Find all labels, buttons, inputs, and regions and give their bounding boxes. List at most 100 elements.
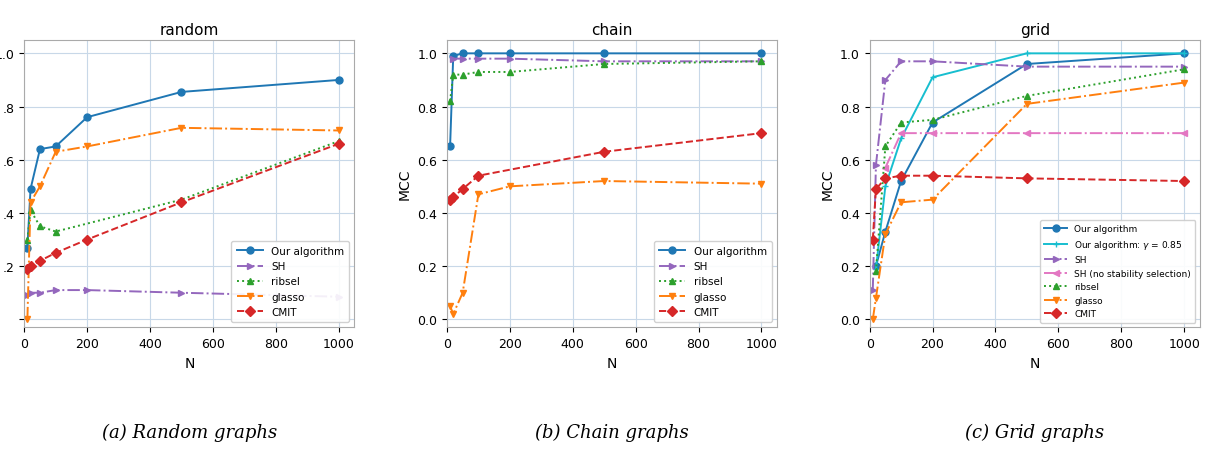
glasso (1019, 102, 1034, 107)
CMIT (865, 238, 880, 243)
SH (879, 78, 893, 84)
glasso (48, 150, 63, 155)
Line: glasso: glasso (446, 178, 765, 318)
ribsel (869, 269, 884, 274)
Our algorithm (456, 51, 470, 57)
ribsel (331, 139, 345, 145)
CMIT (23, 264, 38, 269)
SH (no stability selection) (1177, 131, 1191, 136)
Our algorithm: $\gamma$ = 0.85: (100, 0.68): $\gamma$ = 0.85: (100, 0.68) (893, 136, 908, 142)
Our algorithm: $\gamma$ = 0.85: (50, 0.5): $\gamma$ = 0.85: (50, 0.5) (879, 184, 893, 190)
SH (1177, 65, 1191, 70)
ribsel (879, 144, 893, 150)
glasso (1177, 81, 1191, 86)
Our algorithm (446, 54, 461, 60)
CMIT (175, 200, 189, 206)
Our algorithm (48, 144, 63, 150)
X-axis label: N: N (607, 356, 617, 370)
X-axis label: N: N (184, 356, 195, 370)
Line: CMIT: CMIT (446, 131, 765, 204)
ribsel (598, 62, 612, 68)
glasso (446, 312, 461, 317)
ribsel (456, 73, 470, 78)
CMIT (1177, 179, 1191, 184)
SH (80, 288, 95, 293)
Our algorithm: $\gamma$ = 0.85: (500, 1): $\gamma$ = 0.85: (500, 1) (1019, 51, 1034, 57)
CMIT (21, 267, 35, 272)
SH (925, 60, 939, 65)
Our algorithm (331, 78, 345, 84)
Our algorithm (879, 229, 893, 235)
CMIT (879, 176, 893, 182)
CMIT (1019, 176, 1034, 182)
SH (503, 57, 518, 62)
SH (456, 57, 470, 62)
glasso (471, 192, 486, 197)
Line: glasso: glasso (24, 125, 342, 323)
Our algorithm (1177, 51, 1191, 57)
Line: Our algorithm: $\gamma$ = 0.85: Our algorithm: $\gamma$ = 0.85 (873, 51, 1188, 273)
Title: chain: chain (591, 24, 633, 38)
SH (1019, 65, 1034, 70)
glasso (442, 303, 457, 309)
glasso (865, 317, 880, 322)
ribsel (1019, 94, 1034, 100)
SH (869, 163, 884, 168)
glasso (456, 290, 470, 296)
Our algorithm (80, 115, 95, 121)
Our algorithm (33, 147, 47, 152)
SH (446, 57, 461, 62)
CMIT (869, 187, 884, 192)
SH (893, 60, 908, 65)
SH (471, 57, 486, 62)
Line: Our algorithm: Our algorithm (24, 77, 342, 252)
glasso (879, 232, 893, 238)
ribsel (21, 238, 35, 243)
glasso (754, 182, 768, 187)
Our algorithm (23, 187, 38, 192)
CMIT (471, 174, 486, 179)
Legend: Our algorithm, SH, ribsel, glasso, CMIT: Our algorithm, SH, ribsel, glasso, CMIT (231, 241, 349, 323)
Line: CMIT: CMIT (24, 141, 342, 273)
Our algorithm (893, 179, 908, 184)
Legend: Our algorithm, SH, ribsel, glasso, CMIT: Our algorithm, SH, ribsel, glasso, CMIT (654, 241, 772, 323)
Our algorithm (471, 51, 486, 57)
CMIT (456, 187, 470, 192)
glasso (503, 184, 518, 190)
Text: (b) Chain graphs: (b) Chain graphs (536, 423, 688, 441)
Line: ribsel: ribsel (446, 59, 765, 106)
ribsel (471, 70, 486, 76)
ribsel (175, 197, 189, 203)
glasso (175, 126, 189, 131)
SH (598, 60, 612, 65)
SH (48, 288, 63, 293)
glasso (23, 200, 38, 206)
SH (21, 293, 35, 298)
SH (33, 290, 47, 296)
ribsel (754, 60, 768, 65)
SH (865, 288, 880, 293)
ribsel (33, 224, 47, 229)
CMIT (754, 131, 768, 136)
glasso (925, 197, 939, 203)
CMIT (33, 258, 47, 264)
Title: random: random (160, 24, 219, 38)
Line: glasso: glasso (869, 80, 1188, 323)
Our algorithm: $\gamma$ = 0.85: (200, 0.91): $\gamma$ = 0.85: (200, 0.91) (925, 76, 939, 81)
SH (no stability selection) (879, 166, 893, 171)
Line: Our algorithm: Our algorithm (446, 51, 765, 151)
Line: SH (no stability selection): SH (no stability selection) (882, 131, 1188, 172)
CMIT (598, 150, 612, 155)
Text: (a) Random graphs: (a) Random graphs (102, 423, 278, 441)
Line: SH: SH (24, 287, 342, 301)
X-axis label: N: N (1029, 356, 1040, 370)
Our algorithm (1019, 62, 1034, 68)
Our algorithm (869, 264, 884, 269)
Title: grid: grid (1019, 24, 1050, 38)
SH (no stability selection) (925, 131, 939, 136)
ribsel (23, 208, 38, 213)
SH (no stability selection) (1019, 131, 1034, 136)
Line: ribsel: ribsel (24, 138, 342, 243)
Our algorithm: $\gamma$ = 0.85: (20, 0.19): $\gamma$ = 0.85: (20, 0.19) (869, 267, 884, 272)
ribsel (925, 118, 939, 123)
